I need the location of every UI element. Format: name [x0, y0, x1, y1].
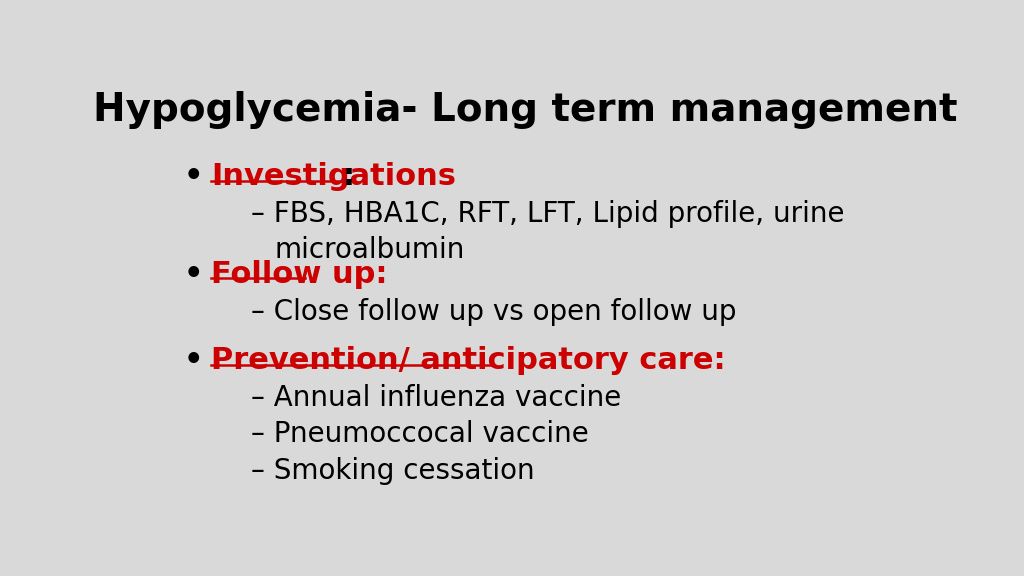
Text: :: : — [342, 162, 354, 191]
Text: •: • — [183, 346, 203, 376]
Text: – FBS, HBA1C, RFT, LFT, Lipid profile, urine: – FBS, HBA1C, RFT, LFT, Lipid profile, u… — [251, 200, 845, 228]
Text: microalbumin: microalbumin — [274, 236, 465, 264]
Text: Follow up:: Follow up: — [211, 260, 388, 289]
Text: Investigations: Investigations — [211, 162, 457, 191]
Text: – Close follow up vs open follow up: – Close follow up vs open follow up — [251, 298, 736, 325]
Text: •: • — [183, 260, 203, 289]
Text: Prevention/ anticipatory care:: Prevention/ anticipatory care: — [211, 346, 726, 376]
Text: – Smoking cessation: – Smoking cessation — [251, 457, 535, 485]
Text: – Annual influenza vaccine: – Annual influenza vaccine — [251, 384, 622, 412]
Text: – Pneumoccocal vaccine: – Pneumoccocal vaccine — [251, 420, 589, 448]
Text: •: • — [183, 162, 203, 191]
Text: Hypoglycemia- Long term management: Hypoglycemia- Long term management — [92, 92, 957, 129]
